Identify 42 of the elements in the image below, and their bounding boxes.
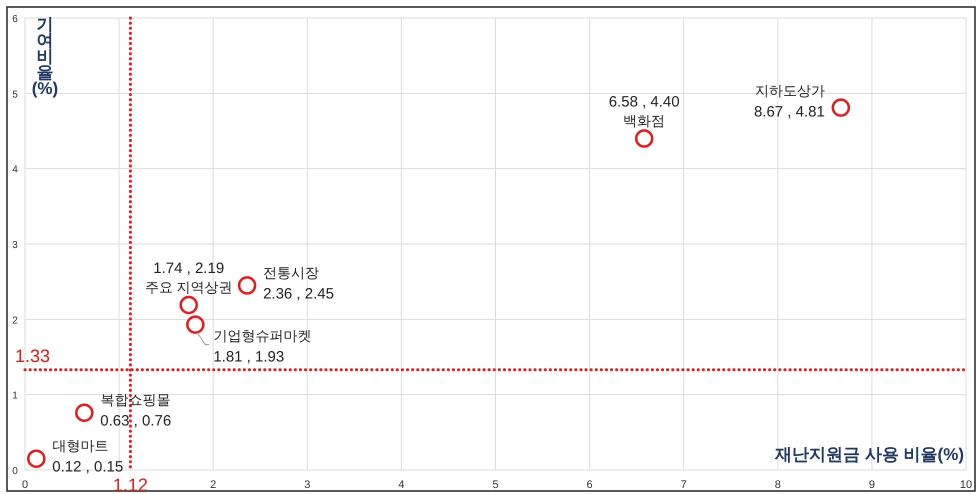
x-tick-label: 2 [210,479,216,491]
y-tick-label: 5 [12,89,18,100]
data-label: 8.67 , 4.81 [754,104,825,121]
x-axis-title: 재난지원금 사용 비율(%) [774,445,964,464]
x-tick-label: 7 [680,479,687,491]
series-label: 대형마트 [52,438,108,454]
x-tick-label: 9 [868,479,875,491]
point [179,296,198,314]
point [186,315,205,334]
y-tick-label: 0 [12,466,18,477]
y-tick-label: 3 [12,240,18,251]
x-tick-label: 0 [22,479,28,491]
data-label: 1.74 , 2.19 [153,260,224,278]
data-label: 1.81 , 1.93 [213,348,284,366]
series-label: 기업형슈퍼마켓 [213,328,312,344]
x-tick-label: 8 [774,479,781,491]
ref-line-label: 1.33 [15,346,50,366]
series-label: 주요 지역상권 [144,279,233,296]
y-tick-label: 4 [12,164,18,176]
series-label: 지하도상가 [754,82,825,99]
point [832,98,850,117]
ref-line-label: 1.12 [112,475,148,494]
data-label: 2.36 , 2.45 [263,285,334,302]
point [27,449,46,468]
series-label: 백화점 [623,112,666,129]
y-axis-title: 기여 비율(%) [32,15,58,98]
data-label: 0.63 , 0.76 [100,412,172,430]
series-label: 전통시장 [263,264,320,280]
y-tick-label: 2 [12,315,18,326]
y-tick-label: 1 [12,390,18,402]
x-tick-label: 3 [304,479,310,491]
x-tick-label: 5 [492,479,499,491]
point [634,129,654,148]
x-tick-label: 10 [960,479,972,491]
data-label: 0.12 , 0.15 [52,458,124,476]
x-tick-label: 4 [398,479,404,491]
y-tick-label: 6 [12,14,18,25]
point [75,403,94,422]
x-tick-label: 6 [586,479,593,491]
data-label: 6.58 , 4.40 [608,94,680,111]
point [238,276,256,295]
series-label: 복합쇼핑몰 [100,392,170,408]
